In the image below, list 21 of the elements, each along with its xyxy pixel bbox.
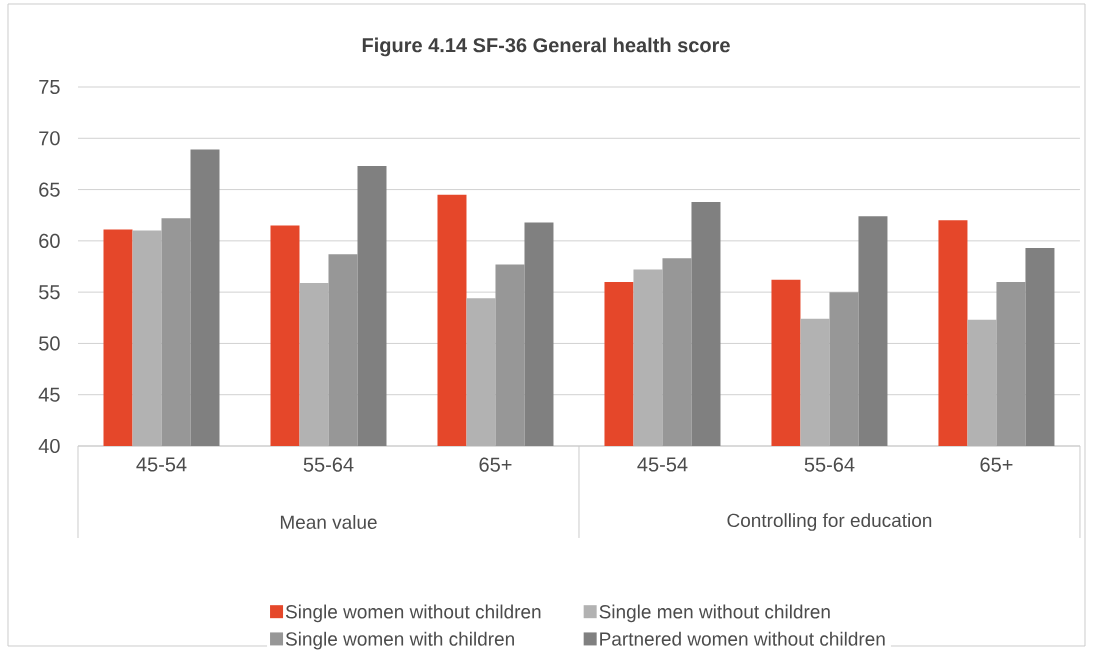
chart-title: Figure 4.14 SF-36 General health score	[362, 37, 730, 57]
x-tick-label: 65+	[980, 457, 1013, 472]
y-tick-label: 45	[38, 387, 60, 402]
legend-label: Single women without children	[285, 604, 541, 623]
legend-label: Single men without children	[599, 604, 830, 623]
x-tick-label: 45-54	[637, 457, 688, 472]
y-tick-label: 75	[39, 80, 60, 94]
y-tick-label: 50	[39, 336, 60, 351]
x-tick-label: 45-54	[136, 457, 187, 472]
y-tick-label: 70	[39, 131, 60, 146]
x-tick-label: 55-64	[303, 457, 354, 472]
legend-label: Single women with children	[285, 631, 514, 650]
y-tick-label: 40	[38, 438, 60, 454]
legend-label: Partnered women without children	[600, 631, 885, 646]
text: Mean value	[280, 515, 377, 529]
text: Controlling for education	[727, 513, 932, 531]
x-tick-label: 65+	[479, 457, 512, 472]
y-tick-label: 60	[39, 233, 60, 248]
x-tick-label: 55-64	[804, 457, 855, 472]
y-tick-label: 55	[39, 285, 60, 300]
y-tick-label: 65	[39, 182, 60, 197]
